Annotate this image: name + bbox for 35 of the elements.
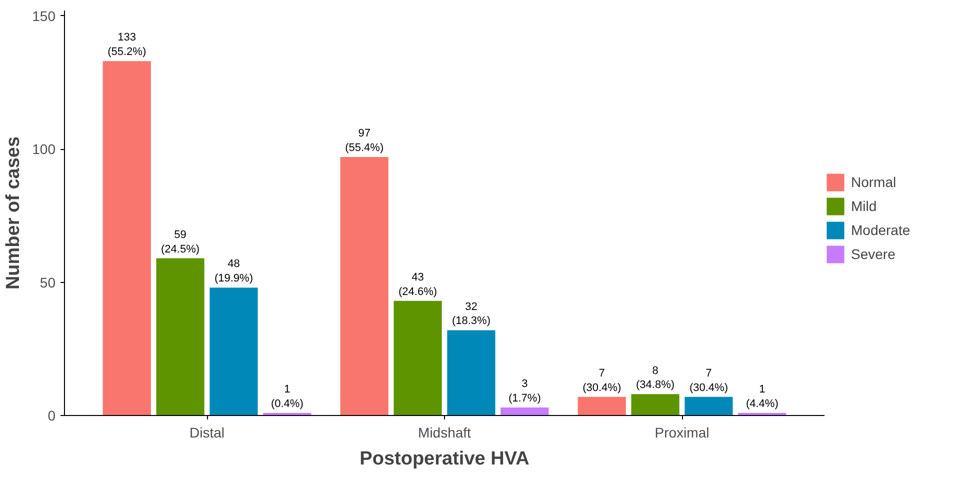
data-label: 97 (55.4%)	[345, 128, 384, 154]
bar	[156, 258, 204, 416]
data-label: 7 (30.4%)	[582, 367, 622, 394]
y-tick-label: 0	[48, 408, 56, 424]
data-label: 48 (19.9%)	[214, 258, 253, 285]
bar	[394, 300, 442, 416]
x-tick-label: Distal	[189, 424, 225, 440]
legend-label: Mild	[851, 198, 877, 214]
legend-label: Moderate	[851, 222, 910, 238]
bar	[210, 288, 258, 416]
bar	[500, 408, 549, 416]
data-label: 8 (34.8%)	[636, 364, 675, 392]
y-axis-title: Number of cases	[3, 136, 24, 290]
data-label: 1 (0.4%)	[270, 383, 304, 410]
data-label: 32 (18.3%)	[452, 300, 490, 328]
bar	[447, 330, 496, 416]
x-axis-title: Postoperative HVA	[360, 448, 530, 470]
data-label: 43 (24.6%)	[398, 272, 438, 298]
data-label: 7 (30.4%)	[689, 367, 728, 394]
bar	[684, 396, 733, 416]
bar	[102, 61, 151, 416]
y-tick-label: 150	[32, 8, 56, 24]
bar	[340, 157, 388, 416]
y-tick-label: 50	[40, 274, 56, 290]
legend-label: Normal	[851, 174, 896, 190]
bar	[578, 396, 626, 416]
y-tick-label: 100	[32, 141, 56, 158]
data-label: 59 (24.5%)	[161, 228, 200, 256]
x-tick-label: Midshaft	[418, 424, 472, 440]
x-tick-label: Proximal	[654, 424, 710, 440]
data-label: 1 (4.4%)	[746, 383, 778, 410]
data-label: 3 (1.7%)	[508, 378, 541, 405]
data-label: 133 (55.2%)	[108, 32, 146, 58]
legend-label: Severe	[851, 246, 896, 262]
bar	[631, 394, 680, 416]
